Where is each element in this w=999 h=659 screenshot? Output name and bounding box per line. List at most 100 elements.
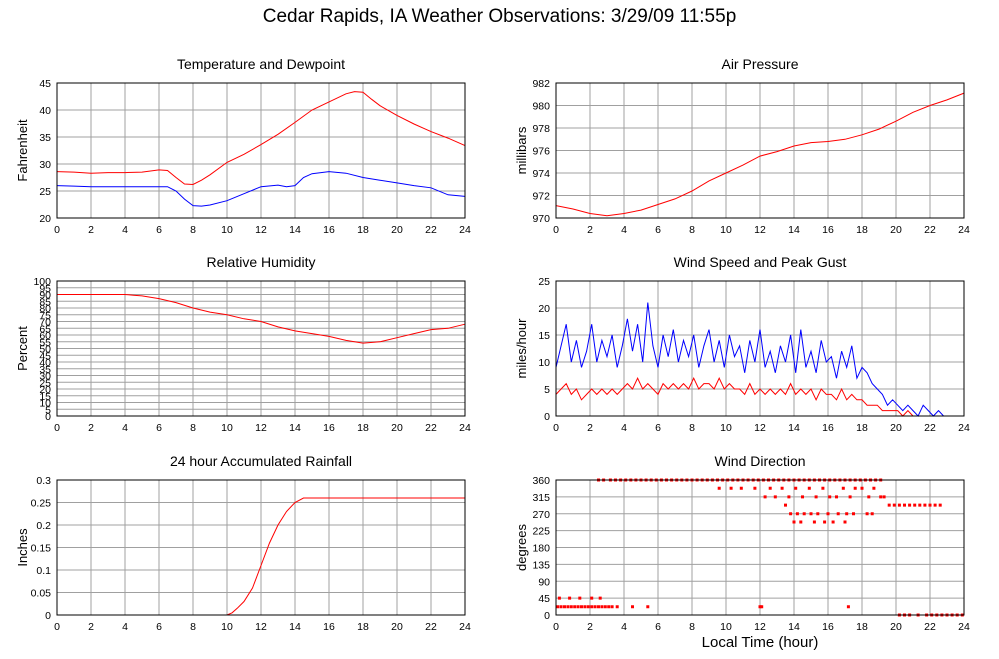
data-point: [557, 596, 561, 600]
y-tick-label: 45: [538, 593, 550, 605]
x-tick-label: 4: [621, 224, 627, 236]
x-tick-label: 24: [958, 422, 970, 434]
x-tick-label: 6: [655, 422, 661, 434]
x-tick-label: 4: [122, 422, 128, 434]
y-tick-label: 0.3: [36, 475, 51, 487]
data-point: [799, 520, 803, 524]
data-point: [887, 503, 891, 507]
chart-title: Relative Humidity: [207, 254, 316, 270]
data-point: [598, 596, 602, 600]
data-point: [729, 486, 733, 490]
data-point: [814, 495, 818, 499]
y-tick-label: 70: [39, 317, 51, 329]
data-point: [615, 605, 619, 609]
x-tick-label: 6: [156, 224, 162, 236]
y-axis-label: miles/hour: [514, 318, 529, 379]
plot-frame: [555, 82, 965, 219]
x-tick-label: 22: [425, 422, 437, 434]
y-tick-label: 40: [39, 105, 51, 117]
x-tick-label: 8: [190, 224, 196, 236]
y-tick-label: 40: [39, 357, 51, 369]
x-tick-label: 16: [323, 422, 335, 434]
y-tick-label: 65: [39, 323, 51, 335]
y-tick-label: 10: [39, 398, 51, 410]
x-tick-label: 22: [425, 224, 437, 236]
y-tick-label: 0.2: [36, 520, 51, 532]
data-point: [835, 495, 838, 499]
x-tick-label: 10: [221, 224, 233, 236]
x-tick-label: 18: [357, 224, 369, 236]
y-tick-label: 225: [532, 526, 550, 538]
data-point: [865, 512, 869, 516]
x-tick-label: 16: [822, 422, 834, 434]
y-tick-label: 25: [39, 377, 51, 389]
data-point: [583, 605, 587, 609]
data-point: [807, 486, 811, 490]
data-point: [828, 495, 832, 499]
data-point: [831, 520, 835, 524]
y-tick-label: 25: [39, 186, 51, 198]
x-tick-label: 8: [689, 224, 695, 236]
page-title: Cedar Rapids, IA Weather Observations: 3…: [262, 6, 737, 27]
x-tick-label: 18: [856, 621, 868, 633]
data-point: [845, 512, 849, 516]
plot-frame: [56, 280, 466, 417]
x-tick-label: 2: [587, 422, 593, 434]
x-tick-label: 24: [958, 621, 970, 633]
y-tick-label: 974: [532, 168, 550, 180]
y-tick-label: 0: [544, 610, 550, 622]
y-tick-label: 95: [39, 283, 51, 295]
y-tick-label: 80: [39, 303, 51, 315]
y-tick-label: 90: [538, 576, 550, 588]
data-point: [556, 605, 560, 609]
y-tick-label: 15: [39, 391, 51, 403]
data-point: [580, 605, 583, 609]
y-tick-label: 0.15: [31, 543, 52, 555]
data-point: [846, 605, 850, 609]
data-point: [928, 503, 932, 507]
chart-title: Wind Direction: [714, 453, 805, 469]
y-tick-label: 0.05: [31, 588, 52, 600]
x-tick-label: 0: [54, 422, 60, 434]
x-tick-label: 8: [689, 422, 695, 434]
y-tick-label: 0: [45, 610, 51, 622]
data-point: [590, 596, 594, 600]
y-tick-label: 25: [538, 276, 550, 288]
data-point: [823, 520, 827, 524]
y-tick-label: 980: [532, 101, 550, 113]
x-tick-label: 12: [255, 422, 267, 434]
x-tick-label: 24: [459, 422, 471, 434]
data-point: [758, 605, 762, 609]
y-tick-label: 976: [532, 146, 550, 158]
y-tick-label: 30: [39, 159, 51, 171]
data-point: [559, 605, 563, 609]
x-tick-label: 6: [156, 422, 162, 434]
data-point: [841, 486, 845, 490]
y-tick-label: 5: [544, 384, 550, 396]
y-tick-label: 5: [45, 404, 51, 416]
x-tick-label: 12: [754, 422, 766, 434]
series-0-line: [57, 497, 465, 616]
x-tick-label: 4: [122, 621, 128, 633]
y-tick-label: 20: [39, 384, 51, 396]
data-point: [631, 605, 634, 609]
x-tick-label: 10: [221, 621, 233, 633]
x-tick-label: 0: [553, 422, 559, 434]
x-tick-label: 20: [890, 621, 902, 633]
x-tick-label: 0: [54, 224, 60, 236]
data-point: [568, 596, 572, 600]
x-tick-label: 22: [425, 621, 437, 633]
x-tick-label: 16: [822, 621, 834, 633]
series-0-line: [555, 302, 964, 417]
chart-title: Air Pressure: [721, 56, 798, 72]
x-tick-label: 14: [788, 621, 800, 633]
x-tick-label: 18: [357, 621, 369, 633]
x-tick-label: 16: [323, 224, 335, 236]
data-point: [607, 605, 611, 609]
data-point: [717, 486, 721, 490]
